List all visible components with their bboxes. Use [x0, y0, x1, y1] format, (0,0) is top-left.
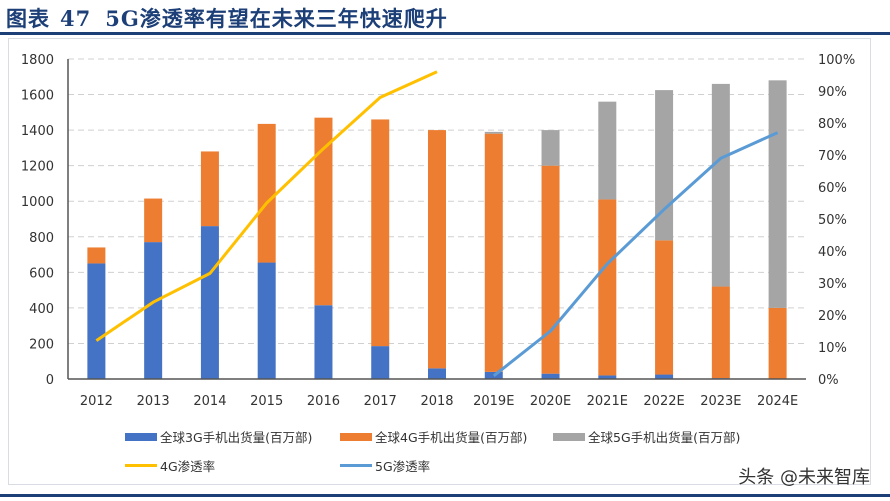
bar-3g: [314, 305, 333, 379]
title-divider: [0, 32, 890, 35]
bar-5g: [711, 83, 730, 287]
legend-5g-rate-swatch: [340, 464, 372, 467]
x-tick-label: 2017: [364, 394, 397, 409]
figure-title: 图表 47 5G渗透率有望在未来三年快速爬升: [6, 3, 448, 33]
x-tick-label: 2016: [307, 394, 340, 409]
bar-5g: [541, 130, 560, 166]
y-right-tick-label: 30%: [818, 277, 847, 292]
bar-4g: [144, 198, 163, 243]
y-left-tick-label: 1800: [21, 53, 54, 68]
y-left-tick-label: 1600: [21, 89, 54, 104]
bar-3g: [87, 263, 106, 379]
x-tick-label: 2015: [250, 394, 283, 409]
line-5g-rate: [492, 131, 779, 377]
bar-3g: [598, 375, 617, 379]
y-right-tick-label: 60%: [818, 181, 847, 196]
bar-5g: [598, 101, 617, 200]
legend-3g-swatch: [125, 432, 157, 441]
bar-5g: [768, 80, 787, 308]
legend-4g-rate-label: 4G渗透率: [160, 459, 216, 474]
y-left-tick-label: 400: [29, 302, 54, 317]
x-tick-label: 2012: [80, 394, 113, 409]
y-left-tick-label: 800: [29, 231, 54, 246]
bar-3g: [428, 368, 446, 379]
x-tick-label: 2020E: [530, 394, 571, 409]
legend-4g-label: 全球4G手机出货量(百万部): [375, 430, 528, 445]
legend-5g-rate: 5G渗透率: [340, 456, 430, 475]
legend-5g-swatch: [553, 432, 585, 441]
y-left-tick-label: 600: [29, 266, 54, 281]
x-tick-label: 2018: [420, 394, 453, 409]
bar-3g: [200, 226, 219, 379]
y-left-tick-label: 0: [46, 373, 54, 388]
bottom-divider: [0, 494, 890, 497]
y-right-tick-label: 50%: [818, 213, 847, 228]
x-tick-label: 2022E: [643, 394, 684, 409]
y-right-tick-label: 20%: [818, 309, 847, 324]
x-tick-label: 2023E: [700, 394, 741, 409]
bar-4g: [257, 123, 276, 263]
y-right-tick-label: 90%: [818, 85, 847, 100]
figure-caption: 5G渗透率有望在未来三年快速爬升: [105, 6, 448, 31]
y-left-tick-label: 200: [29, 337, 54, 352]
x-tick-label: 2019E: [473, 394, 514, 409]
watermark: 头条 @未来智库: [738, 467, 870, 488]
y-left-tick-label: 1000: [21, 195, 54, 210]
bar-4g: [541, 165, 560, 374]
bar-4g: [598, 199, 617, 376]
bar-4g: [200, 151, 219, 227]
x-tick-label: 2014: [193, 394, 226, 409]
x-tick-label: 2013: [137, 394, 170, 409]
figure-label: 图表: [6, 6, 50, 31]
bar-4g: [87, 247, 106, 264]
legend-3g-label: 全球3G手机出货量(百万部): [160, 430, 313, 445]
x-tick-label: 2021E: [587, 394, 628, 409]
legend-3g: 全球3G手机出货量(百万部): [125, 427, 312, 446]
y-left-tick-label: 1400: [21, 124, 54, 139]
bar-5g: [655, 90, 674, 241]
bar-4g: [768, 307, 787, 379]
legend-5g-label: 全球5G手机出货量(百万部): [588, 430, 741, 445]
bar-3g: [144, 242, 163, 379]
legend-5g: 全球5G手机出货量(百万部): [553, 427, 740, 446]
chart-frame: [8, 38, 871, 485]
bar-5g: [484, 131, 503, 134]
bar-4g: [371, 119, 390, 347]
bar-4g: [711, 286, 730, 379]
bar-3g: [371, 346, 390, 379]
bar-4g: [428, 130, 446, 369]
y-right-tick-label: 0%: [818, 373, 839, 388]
y-right-tick-label: 70%: [818, 149, 847, 164]
bar-3g: [257, 262, 276, 379]
line-4g-rate: [95, 70, 438, 342]
legend-5g-rate-label: 5G渗透率: [375, 459, 431, 474]
legend-4g-swatch: [340, 432, 372, 441]
bar-4g: [655, 240, 674, 375]
bar-4g: [484, 133, 503, 372]
y-right-tick-label: 10%: [818, 341, 847, 356]
figure-number: 47: [60, 6, 92, 31]
y-right-tick-label: 100%: [818, 53, 855, 68]
bar-4g: [314, 117, 333, 306]
x-tick-label: 2024E: [757, 394, 798, 409]
y-right-tick-label: 80%: [818, 117, 847, 132]
bar-3g: [541, 373, 560, 379]
bar-3g: [655, 374, 674, 379]
legend-4g-rate: 4G渗透率: [125, 456, 215, 475]
y-left-tick-label: 1200: [21, 160, 54, 175]
y-right-tick-label: 40%: [818, 245, 847, 260]
legend-4g-rate-swatch: [125, 464, 157, 467]
legend-4g: 全球4G手机出货量(百万部): [340, 427, 527, 446]
